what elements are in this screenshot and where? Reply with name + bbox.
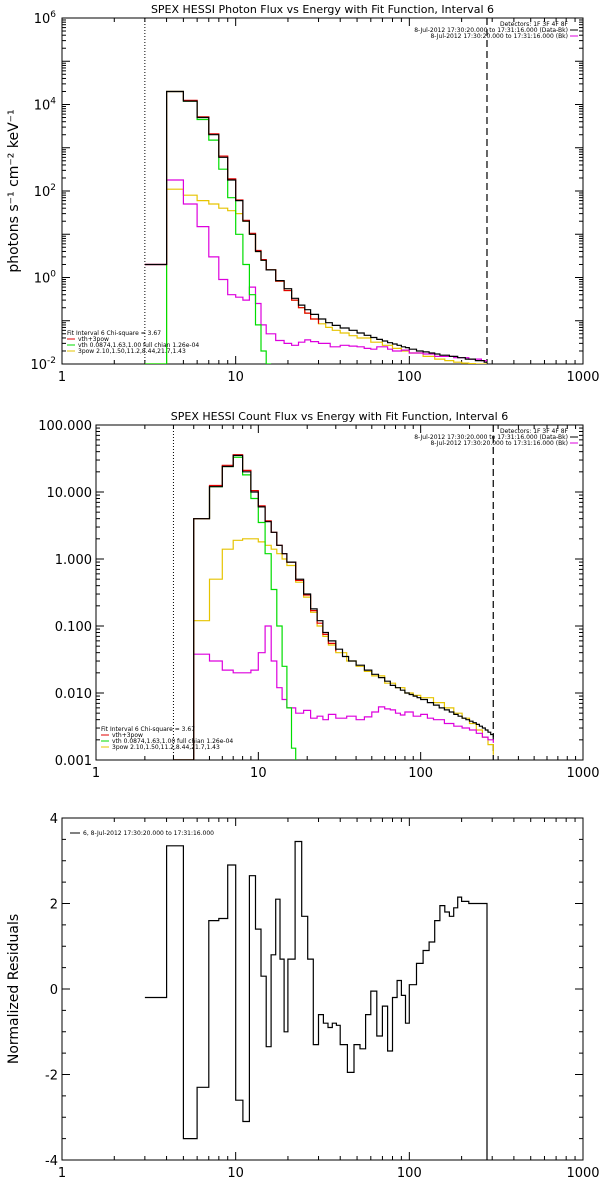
y-tick-label: 0.010 <box>55 687 92 702</box>
y-tick-label: 104 <box>34 97 57 114</box>
chart-title: SPEX HESSI Count Flux vs Energy with Fit… <box>171 410 508 423</box>
y-tick-label: 102 <box>34 183 56 200</box>
legend-entry: vth+3pow <box>112 732 143 739</box>
x-tick-label: 100 <box>397 1166 422 1181</box>
series-total <box>144 90 320 324</box>
y-tick-label: 0 <box>50 983 58 998</box>
x-tick-label: 100 <box>397 370 422 385</box>
panel-2: 1 10 100 1000 100.000 10.000 1.000 0.100 0.010 0.… <box>38 410 599 781</box>
series-data <box>144 840 488 1160</box>
y-tick-mantissa: 10 <box>34 272 51 287</box>
y-tick-label: 10-2 <box>30 356 56 373</box>
series-total <box>173 454 337 760</box>
x-tick-label: 1000 <box>566 370 599 385</box>
x-tick-label: 10 <box>227 370 244 385</box>
y-axis-label: photons s⁻¹ cm⁻² keV⁻¹ <box>6 109 22 272</box>
info-line: 8-Jul-2012 17:30:20.000 to 17:31:16.000 … <box>414 27 568 34</box>
x-tick-label: 1 <box>58 1166 66 1181</box>
series-bk <box>173 625 494 760</box>
y-tick-mantissa: 10 <box>30 358 47 373</box>
legend-entry: Fit Interval 6 Chi-square = 3.67 <box>101 726 195 733</box>
info-line: 8-Jul-2012 17:30:20.000 to 17:31:16.000 … <box>430 440 568 447</box>
series-pow <box>144 188 487 364</box>
y-tick-label: -2 <box>45 1069 58 1084</box>
y-tick-exponent: 4 <box>50 97 56 107</box>
plot-frame <box>61 817 584 1161</box>
y-tick-mantissa: 10 <box>34 99 51 114</box>
x-tick-label: 1000 <box>566 1166 599 1181</box>
series-thermal <box>173 456 297 760</box>
y-tick-label: 100.000 <box>38 419 92 434</box>
y-axis-label: Normalized Residuals <box>6 914 22 1064</box>
legend-entry: 3pow 2.10,1.50,11.2,8.44,21.7,1.43 <box>78 348 186 355</box>
series-pow <box>173 538 494 760</box>
legend-entry: 6, 8-Jul-2012 17:30:20.000 to 17:31:16.0… <box>83 830 214 837</box>
y-tick-label: 2 <box>50 898 58 913</box>
legend-entry: vth 0.0874,1.63,1.00 full chian 1.26e-04 <box>78 342 199 349</box>
info-line: Detectors: 1F 3F 4F 8F <box>500 428 569 435</box>
legend-entry: vth 0.0874,1.63,1.00 full chian 1.26e-04 <box>112 738 233 745</box>
legend-entry: 3pow 2.10,1.50,11.2,8.44,21.7,1.43 <box>112 744 220 751</box>
info-line: 8-Jul-2012 17:30:20.000 to 17:31:16.000 … <box>430 33 568 40</box>
x-tick-label: 100 <box>408 766 433 781</box>
x-tick-label: 1 <box>58 370 66 385</box>
y-tick-label: 0.100 <box>55 620 92 635</box>
panel-3: 1 10 100 1000 4 2 0 -2 -4 Normalized Residuals 6, … <box>6 812 600 1181</box>
x-tick-label: 1 <box>92 766 100 781</box>
y-tick-exponent: 0 <box>50 270 56 280</box>
y-tick-exponent: -2 <box>47 356 56 366</box>
info-line: 8-Jul-2012 17:30:20.000 to 17:31:16.000 … <box>414 434 568 441</box>
y-tick-exponent: 6 <box>50 10 56 20</box>
y-tick-label: 1.000 <box>55 553 92 568</box>
series-data <box>173 454 494 760</box>
chart-title: SPEX HESSI Photon Flux vs Energy with Fi… <box>151 3 494 16</box>
plot-frame <box>61 17 584 365</box>
series-data <box>144 90 487 363</box>
series-bk <box>144 179 487 362</box>
legend-entry: vth+3pow <box>78 336 109 343</box>
y-tick-label: 0.001 <box>55 754 92 769</box>
y-tick-exponent: 2 <box>50 183 56 193</box>
x-tick-label: 10 <box>227 1166 244 1181</box>
legend-entry: Fit Interval 6 Chi-square = 3.67 <box>67 330 161 337</box>
x-tick-label: 1000 <box>566 766 599 781</box>
series-thermal <box>144 90 272 364</box>
y-tick-mantissa: 10 <box>34 12 51 27</box>
y-tick-label: 106 <box>34 10 57 27</box>
y-tick-label: 4 <box>50 812 58 827</box>
y-tick-mantissa: 10 <box>34 185 51 200</box>
plot-frame <box>95 424 584 761</box>
y-tick-label: -4 <box>45 1154 58 1169</box>
y-tick-label: 100 <box>34 270 57 287</box>
x-tick-label: 10 <box>250 766 267 781</box>
info-line: Detectors: 1F 3F 4F 8F <box>500 21 569 28</box>
y-tick-label: 10.000 <box>47 486 93 501</box>
